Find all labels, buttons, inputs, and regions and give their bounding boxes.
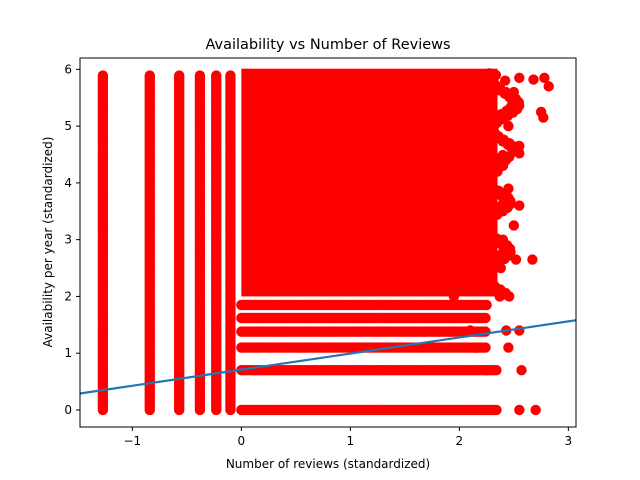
outlier-point — [495, 262, 506, 274]
y-tick-label: 2 — [64, 289, 72, 303]
data-point — [144, 70, 155, 81]
outlier-point — [514, 72, 525, 84]
x-tick-label: 3 — [565, 434, 573, 448]
regression-line-group — [80, 319, 576, 395]
data-point — [480, 342, 491, 353]
dense-point-cloud — [241, 68, 498, 297]
data-point — [97, 70, 109, 81]
outlier-point — [527, 254, 538, 265]
data-point — [174, 70, 185, 81]
y-tick-label: 0 — [64, 403, 72, 417]
outlier-point — [481, 365, 492, 376]
outlier-point — [497, 234, 509, 245]
outlier-point — [538, 112, 549, 123]
y-tick-label: 6 — [64, 62, 72, 76]
x-tick-label: 1 — [347, 434, 355, 448]
outlier-point — [508, 220, 520, 231]
data-point — [491, 404, 502, 416]
outlier-point — [508, 86, 520, 98]
outlier-point — [492, 166, 503, 177]
outlier-point — [503, 120, 514, 132]
x-tick-label: 2 — [456, 434, 464, 448]
y-axis-ticks: 0 1 2 3 4 5 6 — [64, 62, 80, 417]
data-point — [480, 312, 491, 324]
outlier-point — [514, 200, 525, 211]
outlier-point — [481, 299, 492, 311]
outlier-point — [448, 291, 460, 302]
y-tick-label: 4 — [64, 176, 72, 190]
x-axis-label: Number of reviews (standardized) — [226, 457, 430, 471]
y-axis-label: Availability per year (standardized) — [41, 137, 55, 348]
outlier-point — [528, 74, 539, 85]
data-point — [491, 365, 502, 376]
y-tick-label: 5 — [64, 119, 72, 133]
data-points — [97, 68, 554, 416]
x-axis-ticks: −1 0 1 2 3 — [123, 427, 572, 448]
outlier-point — [503, 183, 514, 194]
regression-line — [80, 319, 576, 395]
outlier-point — [539, 72, 550, 84]
outlier-point — [465, 325, 476, 336]
outlier-point — [510, 254, 522, 265]
outlier-point — [503, 245, 514, 257]
outlier-point — [543, 81, 554, 92]
outlier-point — [494, 291, 505, 302]
chart-title: Availability vs Number of Reviews — [205, 37, 450, 53]
data-point — [211, 70, 222, 81]
data-point — [484, 68, 495, 79]
outlier-point — [470, 342, 481, 353]
outlier-point — [454, 271, 465, 282]
outlier-point — [475, 279, 487, 291]
outlier-point — [483, 265, 494, 277]
outlier-point — [516, 365, 527, 376]
outlier-point — [499, 75, 511, 86]
outlier-point — [514, 404, 525, 416]
plot-frame — [79, 57, 577, 428]
x-tick-label: −1 — [123, 434, 141, 448]
outlier-point — [514, 140, 525, 152]
data-point — [194, 70, 206, 81]
data-point — [225, 70, 236, 81]
y-tick-label: 1 — [64, 346, 72, 360]
outlier-point — [530, 404, 541, 416]
y-tick-label: 3 — [64, 233, 72, 247]
outlier-point — [503, 342, 514, 353]
outlier-point — [465, 282, 476, 294]
outlier-point — [514, 325, 525, 336]
data-point — [497, 149, 509, 161]
x-tick-label: 0 — [238, 434, 246, 448]
